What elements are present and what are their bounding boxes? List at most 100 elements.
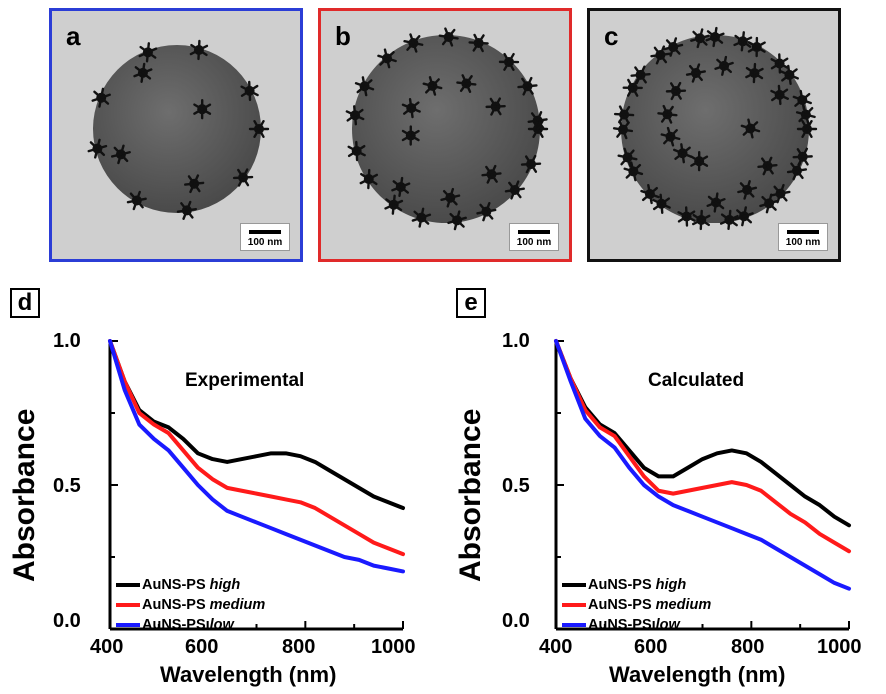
gold-nanostar — [745, 62, 764, 84]
tem-panel-a: a 100 nm — [49, 8, 303, 262]
gold-nanostar — [401, 125, 420, 146]
gold-nanostar — [770, 84, 789, 106]
x-tick-e-400: 400 — [539, 636, 573, 658]
legend-item-medium: AuNS-PS medium — [562, 595, 711, 615]
gold-nanostar — [690, 150, 709, 172]
legend-swatch-medium — [562, 603, 586, 607]
legend-item-low: AuNS-PS low — [116, 615, 265, 635]
tem-panel-c: c 100 nm — [587, 8, 841, 262]
gold-nanostar — [498, 52, 520, 71]
gold-nanostar — [792, 89, 812, 111]
x-tick-d-600: 600 — [185, 636, 219, 658]
y-tick-d-1: 1.0 — [53, 330, 81, 352]
gold-nanostar — [663, 37, 684, 57]
gold-nanostar — [485, 97, 506, 116]
gold-nanostar — [456, 74, 477, 93]
scale-bar-label-b: 100 nm — [516, 237, 552, 248]
y-tick-d-05: 0.5 — [53, 475, 81, 497]
gold-nanostar — [520, 154, 542, 174]
gold-nanostar — [345, 105, 365, 126]
legend-e: AuNS-PS high AuNS-PS medium AuNS-PS low — [562, 575, 711, 635]
series-line-high — [108, 339, 405, 511]
gold-nanostar — [792, 147, 813, 167]
scale-bar-label-c: 100 nm — [785, 237, 821, 248]
legend-swatch-medium — [116, 603, 140, 607]
gold-nanostar — [685, 63, 706, 83]
legend-item-low: AuNS-PS low — [562, 615, 711, 635]
gold-nanostar — [714, 55, 734, 76]
chart-title-d: Experimental — [185, 370, 305, 391]
gold-nanostar — [193, 98, 212, 120]
tem-image-a — [87, 39, 270, 220]
gold-nanostar — [770, 53, 789, 74]
legend-mod-medium: medium — [655, 597, 712, 613]
gold-nanostar — [737, 180, 758, 200]
polystyrene-sphere — [621, 35, 809, 223]
tem-image-b — [345, 27, 549, 231]
gold-nanostar — [384, 194, 404, 215]
legend-swatch-low — [116, 623, 140, 627]
gold-nanostar — [189, 39, 209, 61]
scale-bar-c: 100 nm — [778, 223, 828, 251]
gold-nanostar — [517, 76, 538, 96]
gold-nanostar — [133, 62, 153, 83]
gold-nanostar — [795, 104, 816, 125]
gold-nanostar — [391, 176, 411, 198]
legend-mod-high: high — [209, 577, 241, 593]
gold-nanostar — [504, 180, 525, 200]
gold-nanostar — [481, 164, 502, 184]
y-tick-d-0: 0.0 — [53, 610, 81, 632]
gold-nanostar — [690, 28, 710, 49]
gold-nanostar — [354, 76, 375, 97]
gold-nanostar — [759, 193, 779, 214]
gold-nanostar — [733, 31, 753, 52]
gold-nanostar — [138, 42, 158, 63]
gold-nanostar — [447, 210, 467, 231]
y-tick-e-0: 0.0 — [502, 610, 530, 632]
gold-nanostar — [184, 174, 205, 194]
gold-nanostar — [617, 147, 638, 168]
x-tick-e-600: 600 — [634, 636, 668, 658]
absorbance-chart-calculated — [554, 339, 851, 631]
gold-nanostar — [411, 207, 432, 228]
series-line-medium — [554, 339, 851, 554]
gold-nanostar — [677, 206, 696, 227]
legend-label-medium: AuNS-PS — [142, 597, 206, 613]
chart-title-e: Calculated — [648, 370, 745, 391]
panel-label-b: b — [335, 21, 351, 51]
gold-nanostar — [719, 209, 739, 231]
gold-nanostar — [665, 81, 687, 101]
y-tick-e-05: 0.5 — [502, 475, 530, 497]
gold-nanostar — [110, 144, 131, 165]
gold-nanostar — [650, 45, 671, 65]
gold-nanostar — [438, 27, 459, 47]
gold-nanostar — [734, 206, 754, 227]
legend-d: AuNS-PS high AuNS-PS medium AuNS-PS low — [116, 575, 265, 635]
legend-swatch-high — [116, 583, 140, 587]
gold-nanostar — [87, 138, 108, 159]
legend-label-medium: AuNS-PS — [588, 597, 652, 613]
x-tick-d-400: 400 — [90, 636, 124, 658]
gold-nanostar — [468, 33, 489, 53]
gold-nanostar — [779, 64, 799, 86]
panel-label-a: a — [66, 21, 81, 51]
gold-nanostar — [91, 87, 111, 108]
gold-nanostar — [248, 120, 270, 138]
legend-label-high: AuNS-PS — [588, 577, 652, 593]
polystyrene-sphere — [93, 45, 261, 213]
legend-mod-medium: medium — [209, 597, 266, 613]
gold-nanostar — [347, 140, 366, 162]
x-axis-label-d: Wavelength (nm) — [160, 662, 337, 687]
y-axis-label-d: Absorbance — [8, 408, 41, 582]
panel-label-e: e — [456, 288, 486, 318]
gold-nanostar — [476, 201, 497, 222]
gold-nanostar — [640, 184, 660, 205]
x-tick-e-800: 800 — [731, 636, 765, 658]
gold-nanostar — [176, 200, 197, 220]
legend-swatch-low — [562, 623, 586, 627]
gold-nanostar — [673, 143, 693, 164]
panel-label-d: d — [10, 288, 40, 318]
x-tick-d-1000: 1000 — [371, 636, 416, 658]
gold-nanostar — [401, 97, 421, 119]
series-line-low — [108, 339, 405, 574]
